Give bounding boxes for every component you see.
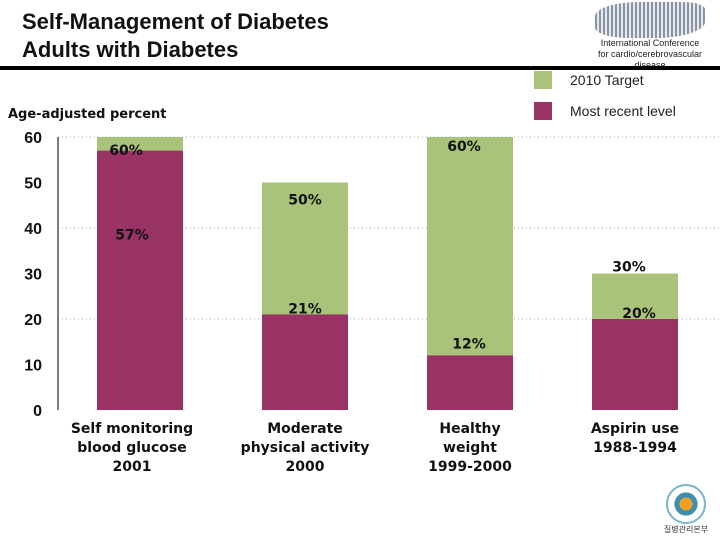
data-label-recent: 21% bbox=[288, 301, 322, 317]
x-category-label: physical activity bbox=[241, 440, 370, 456]
data-label-target: 50% bbox=[288, 193, 322, 209]
data-label-target: 60% bbox=[447, 139, 481, 155]
world-map-icon bbox=[595, 2, 705, 38]
header-divider bbox=[0, 66, 720, 70]
y-axis-label: Age-adjusted percent bbox=[8, 107, 167, 122]
x-category-label: Healthy bbox=[439, 421, 500, 437]
bar-recent bbox=[97, 150, 183, 410]
x-category-label: 2001 bbox=[113, 459, 152, 475]
legend-item-recent: Most recent level bbox=[534, 102, 676, 120]
x-category-label: blood glucose bbox=[77, 440, 186, 456]
slide-title: Self-Management of Diabetes Adults with … bbox=[22, 8, 329, 64]
legend-label-recent: Most recent level bbox=[570, 103, 676, 119]
x-category-label: 1988-1994 bbox=[593, 440, 677, 456]
x-category-label: 1999-2000 bbox=[428, 459, 512, 475]
title-line-1: Self-Management of Diabetes bbox=[22, 9, 329, 34]
x-category-label: 2000 bbox=[286, 459, 325, 475]
legend-item-target: 2010 Target bbox=[534, 71, 644, 89]
data-label-recent: 20% bbox=[622, 306, 656, 322]
data-label-recent: 12% bbox=[452, 336, 486, 352]
title-line-2: Adults with Diabetes bbox=[22, 37, 239, 62]
kcdc-logo-text: 질병관리본부 bbox=[663, 525, 709, 534]
x-category-label: Moderate bbox=[267, 421, 343, 437]
conference-logo: International Conference for cardio/cere… bbox=[582, 2, 718, 70]
data-label-target: 30% bbox=[612, 260, 646, 276]
data-label-recent: 57% bbox=[115, 227, 149, 243]
x-category-label: Self monitoring bbox=[71, 421, 193, 437]
data-label-target: 60% bbox=[109, 143, 143, 159]
conference-line-1: International Conference bbox=[600, 38, 700, 48]
kcdc-emblem-icon bbox=[666, 484, 706, 524]
conference-line-2: for cardio/cerebrovascular disease bbox=[597, 49, 703, 70]
y-tick-label: 10 bbox=[24, 358, 42, 375]
y-tick-label: 50 bbox=[24, 176, 42, 193]
bar-recent bbox=[592, 319, 678, 410]
legend-swatch-target bbox=[534, 71, 552, 89]
bar-recent bbox=[427, 355, 513, 410]
y-tick-label: 30 bbox=[24, 267, 42, 284]
y-tick-label: 60 bbox=[24, 130, 42, 147]
legend-swatch-recent bbox=[534, 102, 552, 120]
x-category-label: Aspirin use bbox=[591, 421, 679, 437]
y-tick-label: 0 bbox=[33, 403, 42, 420]
x-category-label: weight bbox=[443, 440, 497, 456]
legend-label-target: 2010 Target bbox=[570, 72, 644, 88]
y-tick-label: 20 bbox=[24, 312, 42, 329]
y-tick-label: 40 bbox=[24, 221, 42, 238]
kcdc-logo: 질병관리본부 bbox=[660, 484, 712, 535]
bar-recent bbox=[262, 314, 348, 410]
